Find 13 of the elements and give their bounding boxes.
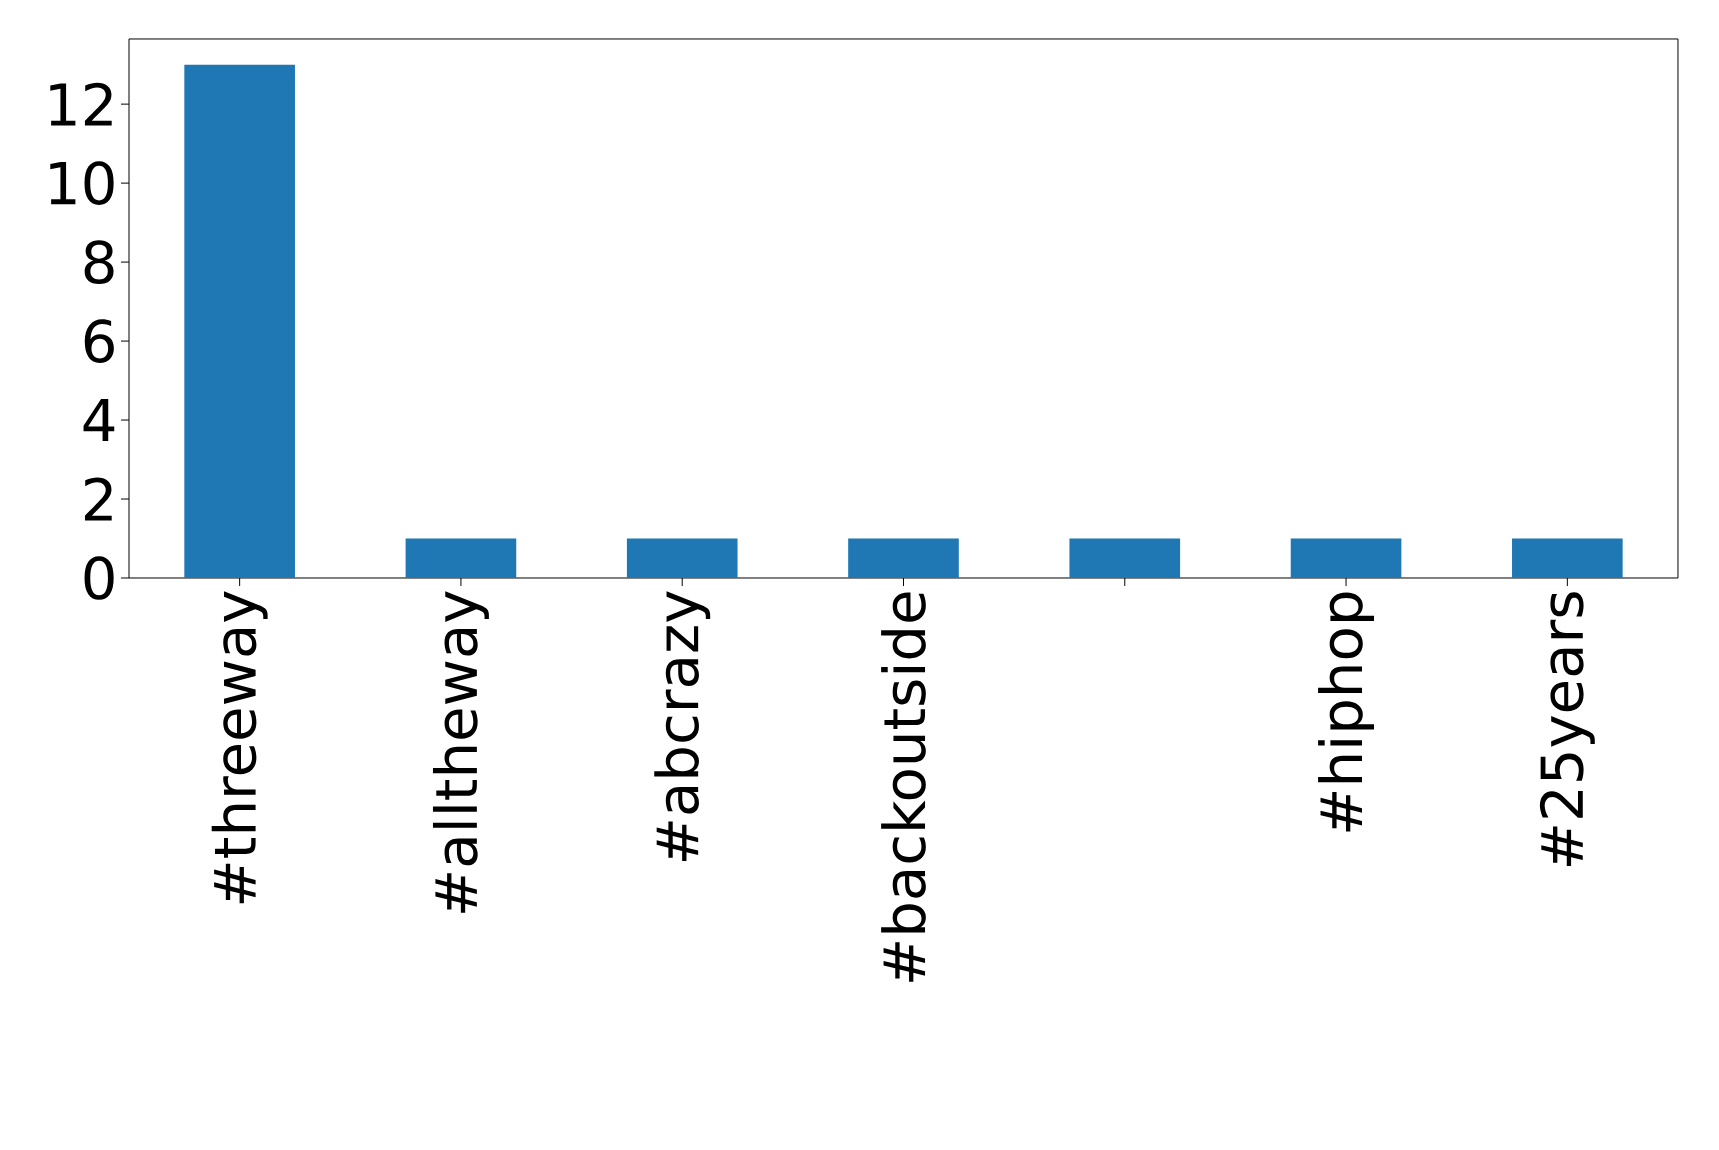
y-tick-label: 0 <box>84 556 114 600</box>
y-tick-label: 4 <box>83 398 115 442</box>
x-tick-label: #alltheway <box>432 591 489 913</box>
y-tick-label: 2 <box>84 477 112 521</box>
y-tick-label: 8 <box>84 240 114 284</box>
x-tick-label: #abcrazy <box>654 591 711 862</box>
x-tick-label: #25years <box>1539 592 1595 867</box>
x-tick-label: #threeway <box>211 591 268 904</box>
x-tick-label: #hiphop <box>1318 592 1375 832</box>
y-tick-label: 6 <box>84 319 114 363</box>
x-tick-label: #backoutside <box>881 592 926 982</box>
y-tick-label: 12 <box>50 82 112 126</box>
y-tick-label: 10 <box>50 161 114 205</box>
